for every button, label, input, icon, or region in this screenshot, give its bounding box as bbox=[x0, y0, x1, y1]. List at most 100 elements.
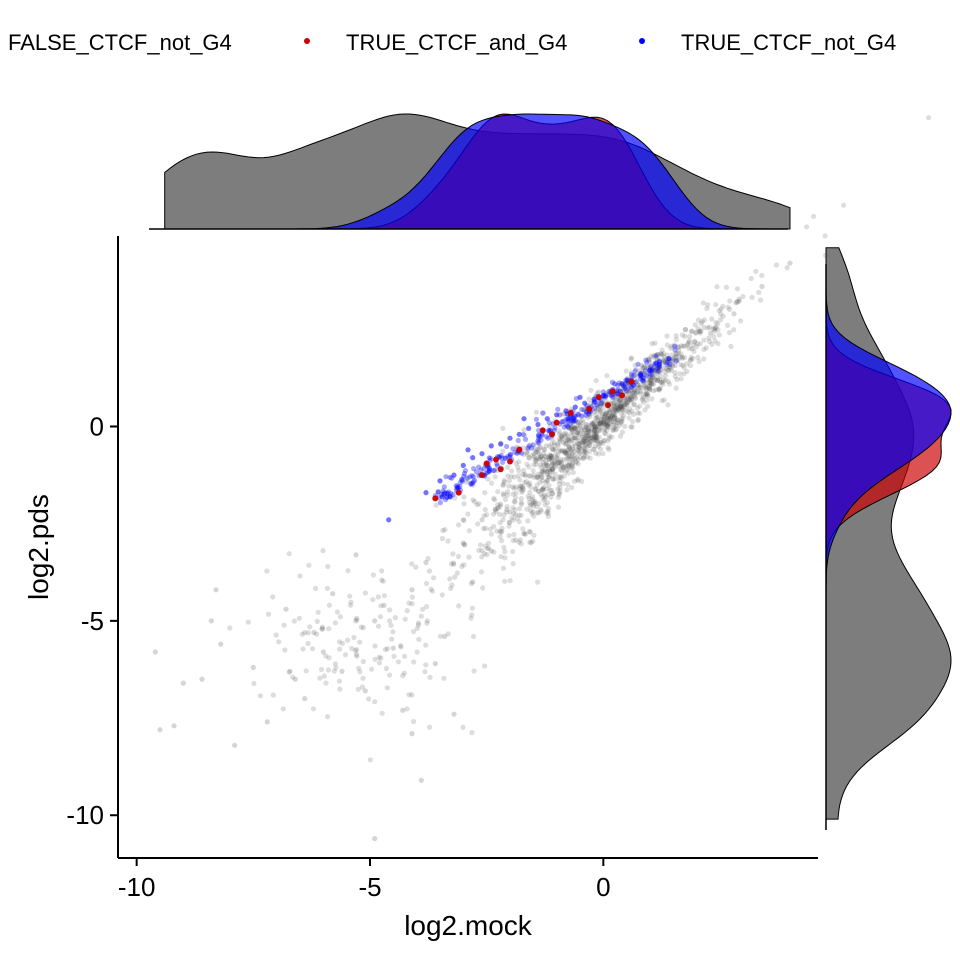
point-true-ctcf-not-g4 bbox=[440, 491, 446, 497]
point-false-ctcf-not-g4 bbox=[358, 624, 364, 630]
point-false-ctcf-not-g4 bbox=[580, 441, 587, 447]
point-true-ctcf-not-g4 bbox=[478, 467, 484, 473]
point-false-ctcf-not-g4 bbox=[602, 431, 608, 437]
point-false-ctcf-not-g4 bbox=[666, 360, 672, 366]
point-false-ctcf-not-g4 bbox=[309, 646, 316, 652]
point-false-ctcf-not-g4 bbox=[611, 403, 617, 409]
point-false-ctcf-not-g4 bbox=[566, 465, 572, 471]
point-false-ctcf-not-g4 bbox=[280, 706, 286, 712]
point-false-ctcf-not-g4 bbox=[560, 465, 567, 471]
point-false-ctcf-not-g4 bbox=[632, 394, 638, 400]
point-false-ctcf-not-g4 bbox=[563, 441, 569, 447]
point-false-ctcf-not-g4 bbox=[595, 438, 601, 444]
point-false-ctcf-not-g4 bbox=[451, 561, 457, 567]
point-true-ctcf-not-g4 bbox=[512, 449, 518, 455]
point-false-ctcf-not-g4 bbox=[511, 531, 517, 538]
point-false-ctcf-not-g4 bbox=[581, 449, 587, 455]
point-false-ctcf-not-g4 bbox=[648, 375, 654, 381]
point-false-ctcf-not-g4 bbox=[926, 115, 932, 121]
point-false-ctcf-not-g4 bbox=[575, 456, 581, 462]
point-false-ctcf-not-g4 bbox=[577, 454, 584, 461]
point-false-ctcf-not-g4 bbox=[598, 419, 604, 425]
point-false-ctcf-not-g4 bbox=[527, 473, 533, 479]
point-false-ctcf-not-g4 bbox=[727, 306, 733, 312]
point-false-ctcf-not-g4 bbox=[583, 424, 589, 430]
point-false-ctcf-not-g4 bbox=[591, 432, 598, 438]
point-false-ctcf-not-g4 bbox=[381, 602, 387, 608]
point-true-ctcf-not-g4 bbox=[484, 470, 490, 476]
point-false-ctcf-not-g4 bbox=[482, 507, 488, 513]
point-false-ctcf-not-g4 bbox=[369, 666, 375, 672]
point-false-ctcf-not-g4 bbox=[531, 532, 537, 538]
point-false-ctcf-not-g4 bbox=[581, 453, 588, 459]
point-false-ctcf-not-g4 bbox=[582, 435, 588, 441]
point-false-ctcf-not-g4 bbox=[496, 511, 503, 517]
point-false-ctcf-not-g4 bbox=[508, 474, 514, 480]
point-false-ctcf-not-g4 bbox=[384, 646, 391, 652]
point-false-ctcf-not-g4 bbox=[673, 351, 679, 357]
point-false-ctcf-not-g4 bbox=[555, 452, 561, 458]
point-false-ctcf-not-g4 bbox=[409, 587, 415, 593]
point-false-ctcf-not-g4 bbox=[395, 659, 401, 665]
point-true-ctcf-not-g4 bbox=[453, 483, 459, 489]
point-false-ctcf-not-g4 bbox=[564, 487, 570, 493]
point-false-ctcf-not-g4 bbox=[539, 486, 545, 492]
point-false-ctcf-not-g4 bbox=[315, 609, 321, 615]
point-false-ctcf-not-g4 bbox=[614, 403, 620, 409]
point-false-ctcf-not-g4 bbox=[509, 468, 515, 474]
point-false-ctcf-not-g4 bbox=[759, 283, 765, 290]
point-false-ctcf-not-g4 bbox=[615, 395, 621, 401]
point-false-ctcf-not-g4 bbox=[733, 300, 739, 306]
point-false-ctcf-not-g4 bbox=[706, 324, 713, 330]
point-false-ctcf-not-g4 bbox=[562, 463, 568, 469]
point-false-ctcf-not-g4 bbox=[604, 419, 611, 425]
point-false-ctcf-not-g4 bbox=[678, 343, 685, 349]
point-false-ctcf-not-g4 bbox=[654, 377, 661, 383]
point-false-ctcf-not-g4 bbox=[611, 422, 617, 428]
point-false-ctcf-not-g4 bbox=[713, 302, 719, 308]
point-false-ctcf-not-g4 bbox=[345, 637, 351, 643]
point-false-ctcf-not-g4 bbox=[555, 443, 561, 449]
point-false-ctcf-not-g4 bbox=[357, 669, 363, 675]
point-true-ctcf-not-g4 bbox=[536, 432, 542, 438]
point-false-ctcf-not-g4 bbox=[599, 411, 605, 417]
point-false-ctcf-not-g4 bbox=[549, 455, 555, 461]
point-false-ctcf-not-g4 bbox=[613, 407, 619, 413]
point-false-ctcf-not-g4 bbox=[578, 426, 584, 432]
point-false-ctcf-not-g4 bbox=[366, 696, 372, 702]
point-false-ctcf-not-g4 bbox=[549, 462, 555, 468]
point-false-ctcf-not-g4 bbox=[623, 399, 629, 405]
point-false-ctcf-not-g4 bbox=[580, 431, 586, 437]
point-false-ctcf-not-g4 bbox=[354, 646, 360, 653]
point-false-ctcf-not-g4 bbox=[497, 528, 503, 534]
point-false-ctcf-not-g4 bbox=[351, 634, 357, 641]
point-false-ctcf-not-g4 bbox=[587, 442, 593, 448]
point-true-ctcf-not-g4 bbox=[619, 381, 625, 387]
point-false-ctcf-not-g4 bbox=[547, 452, 553, 458]
point-true-ctcf-not-g4 bbox=[454, 485, 460, 491]
point-false-ctcf-not-g4 bbox=[546, 455, 552, 461]
point-false-ctcf-not-g4 bbox=[423, 559, 429, 566]
point-false-ctcf-not-g4 bbox=[628, 424, 634, 430]
point-false-ctcf-not-g4 bbox=[213, 587, 219, 593]
point-true-ctcf-not-g4 bbox=[515, 437, 521, 444]
point-false-ctcf-not-g4 bbox=[657, 369, 663, 375]
point-false-ctcf-not-g4 bbox=[572, 435, 578, 441]
point-false-ctcf-not-g4 bbox=[506, 523, 512, 529]
point-true-ctcf-not-g4 bbox=[439, 494, 445, 500]
point-false-ctcf-not-g4 bbox=[422, 669, 428, 675]
point-false-ctcf-not-g4 bbox=[543, 460, 550, 467]
point-false-ctcf-not-g4 bbox=[520, 526, 526, 532]
point-false-ctcf-not-g4 bbox=[672, 363, 678, 369]
point-false-ctcf-not-g4 bbox=[536, 451, 542, 457]
point-false-ctcf-not-g4 bbox=[654, 370, 660, 376]
point-false-ctcf-not-g4 bbox=[546, 466, 552, 472]
point-false-ctcf-not-g4 bbox=[565, 452, 571, 458]
point-false-ctcf-not-g4 bbox=[538, 465, 544, 471]
point-false-ctcf-not-g4 bbox=[570, 444, 576, 451]
point-false-ctcf-not-g4 bbox=[600, 437, 607, 444]
point-false-ctcf-not-g4 bbox=[282, 647, 288, 653]
point-false-ctcf-not-g4 bbox=[520, 471, 526, 477]
point-false-ctcf-not-g4 bbox=[543, 443, 549, 449]
point-true-ctcf-not-g4 bbox=[643, 357, 649, 363]
